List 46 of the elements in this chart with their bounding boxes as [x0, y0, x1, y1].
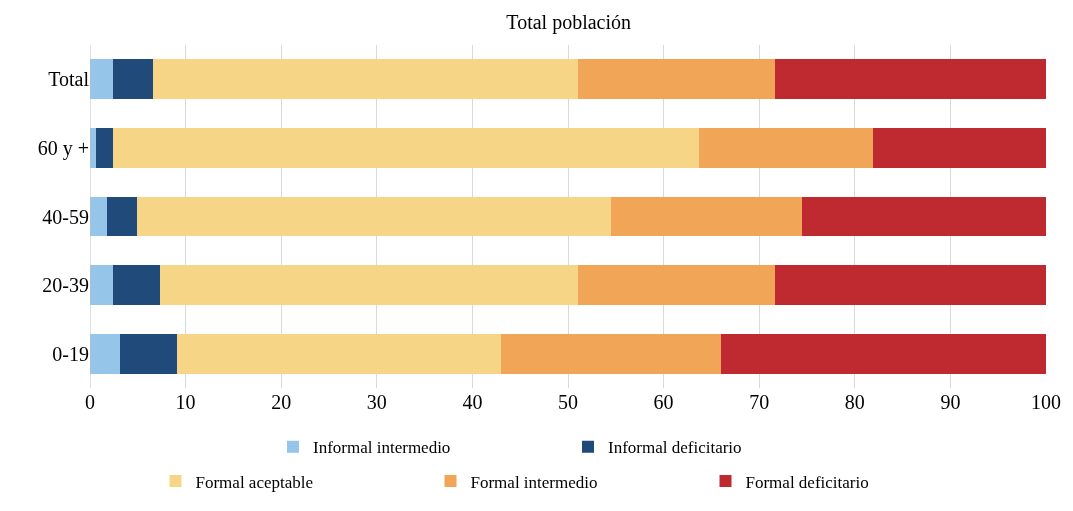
x-tick-label: 30 — [366, 391, 387, 413]
bar — [112, 128, 699, 168]
bar — [872, 128, 1046, 168]
chart-title: Total población — [506, 11, 632, 35]
bar — [112, 265, 160, 305]
bar — [112, 59, 154, 100]
bar — [802, 196, 1046, 237]
legend-label: Formal aceptable — [195, 472, 314, 492]
bar — [90, 333, 120, 374]
legend-label: Informal intermedio — [313, 438, 451, 458]
x-tick-label: 50 — [558, 391, 578, 413]
bar — [611, 196, 803, 237]
x-tick-label: 100 — [1031, 391, 1061, 413]
bar — [90, 265, 113, 305]
x-tick-label: 20 — [271, 391, 292, 413]
bar — [774, 265, 1046, 305]
y-tick-label: 60 y + — [37, 136, 89, 160]
bar — [90, 59, 113, 100]
bar — [159, 265, 578, 305]
y-tick-label: 0-19 — [52, 342, 89, 365]
x-tick-label: 40 — [462, 391, 483, 413]
bar — [107, 196, 137, 237]
x-tick-label: 0 — [85, 391, 95, 413]
x-tick-label: 70 — [749, 391, 770, 413]
bar — [577, 265, 775, 305]
bar — [577, 59, 775, 100]
bar — [136, 196, 612, 237]
legend-label: Formal intermedio — [470, 472, 598, 492]
bar — [698, 128, 873, 168]
x-tick-label: 90 — [940, 391, 961, 413]
y-tick-label: 40-59 — [42, 205, 89, 228]
bar — [774, 59, 1046, 100]
bar — [720, 333, 1046, 374]
bar — [177, 333, 502, 374]
bar — [153, 59, 578, 100]
y-tick-label: 20-39 — [42, 274, 89, 297]
bar — [90, 196, 108, 237]
y-tick-label: Total — [48, 68, 90, 91]
x-tick-label: 80 — [844, 391, 865, 413]
bar — [119, 333, 177, 374]
x-tick-label: 60 — [653, 391, 674, 413]
legend-label: Informal deficitario — [608, 438, 742, 458]
bar — [95, 128, 113, 168]
bar — [501, 333, 721, 374]
legend-label: Formal deficitario — [745, 472, 869, 492]
x-tick-label: 10 — [175, 391, 196, 413]
